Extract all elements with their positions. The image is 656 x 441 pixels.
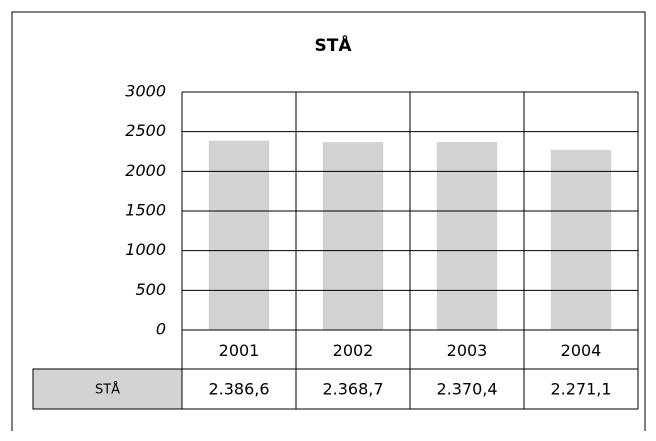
table-value: 2.386,6 [208, 380, 269, 399]
legend-label: STÅ [95, 382, 120, 398]
bar [436, 141, 498, 330]
y-tick-label: 2500 [125, 121, 166, 140]
bar [550, 149, 612, 330]
chart-title: STÅ [315, 33, 353, 56]
x-tick-label: 2003 [447, 341, 488, 360]
y-tick-label: 3000 [125, 82, 166, 101]
chart-border [11, 11, 646, 431]
bar [322, 142, 384, 330]
y-tick-label: 1000 [125, 240, 166, 259]
y-tick-label: 2000 [125, 161, 166, 180]
x-tick-label: 2004 [561, 341, 602, 360]
table-value: 2.370,4 [436, 380, 497, 399]
y-tick-label: 0 [156, 320, 166, 339]
x-tick-label: 2001 [219, 341, 260, 360]
y-tick-label: 1500 [125, 201, 166, 220]
legend-cell [32, 368, 183, 410]
x-tick-label: 2002 [333, 341, 374, 360]
table-value: 2.271,1 [550, 380, 611, 399]
table-value: 2.368,7 [322, 380, 383, 399]
y-tick-label: 500 [135, 280, 166, 299]
bar [208, 140, 270, 330]
